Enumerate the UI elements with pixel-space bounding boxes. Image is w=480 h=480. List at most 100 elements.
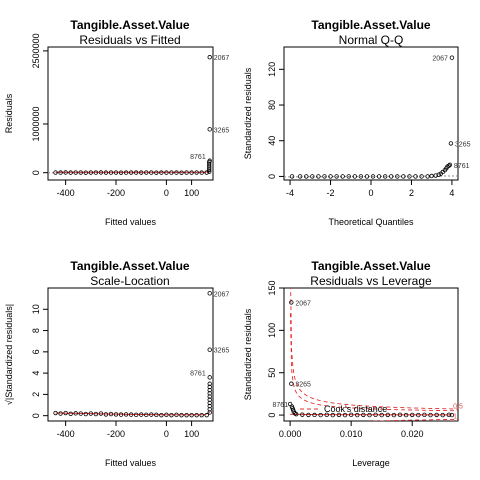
y-tick-label: 8 xyxy=(31,328,41,333)
y-axis-label: Standardized residuals xyxy=(243,67,253,159)
outlier-label: 8761 xyxy=(190,154,206,161)
plot-frame xyxy=(283,46,459,181)
data-point xyxy=(401,174,406,179)
data-point xyxy=(422,412,427,418)
data-point xyxy=(434,412,439,418)
data-point xyxy=(194,412,199,418)
data-point xyxy=(207,400,212,406)
data-point xyxy=(83,170,88,175)
panel-subtitle: Residuals vs Fitted xyxy=(79,33,180,47)
panel-title: Tangible.Asset.Value xyxy=(311,18,430,32)
y-axis-label: √|Standardized residuals| xyxy=(4,304,14,405)
x-tick-label: 0 xyxy=(368,188,373,198)
data-point xyxy=(133,170,139,175)
data-point xyxy=(340,174,345,179)
data-point xyxy=(207,387,212,393)
data-point xyxy=(133,412,139,418)
x-axis-label: Theoretical Quantiles xyxy=(328,217,414,227)
data-point xyxy=(207,127,212,132)
data-point xyxy=(98,170,104,175)
data-point xyxy=(118,412,124,417)
data-point xyxy=(207,55,212,60)
data-point xyxy=(297,174,303,179)
data-point xyxy=(194,170,199,175)
data-point xyxy=(336,412,342,418)
outlier-label: 2067 xyxy=(295,300,311,307)
data-point xyxy=(164,412,169,418)
data-point xyxy=(118,170,124,175)
data-point xyxy=(199,170,204,175)
y-tick-label: 40 xyxy=(267,136,277,146)
data-point xyxy=(159,412,164,418)
data-point xyxy=(169,170,174,175)
outlier-label: 8761 xyxy=(454,163,470,170)
data-point xyxy=(139,170,144,175)
y-axis-label: Standardized residuals xyxy=(243,308,253,400)
data-point xyxy=(113,170,119,175)
y-axis-label: Residuals xyxy=(4,93,14,133)
data-point xyxy=(103,412,109,417)
data-point xyxy=(207,403,212,409)
data-point xyxy=(382,174,388,179)
plot-area xyxy=(48,55,213,175)
data-point xyxy=(312,412,317,418)
cooks-distance-contour xyxy=(290,288,458,410)
y-tick-label: 80 xyxy=(267,100,277,110)
data-point xyxy=(184,170,189,175)
data-point xyxy=(348,412,354,418)
data-point xyxy=(108,170,114,175)
cooks-distance-contour xyxy=(441,420,458,421)
data-point xyxy=(446,412,452,418)
data-point xyxy=(63,410,68,416)
panel-subtitle: Normal Q-Q xyxy=(339,33,404,47)
data-point xyxy=(447,162,453,168)
qq-reference-line xyxy=(284,175,458,178)
data-point xyxy=(184,412,189,418)
data-point xyxy=(391,412,397,418)
data-point xyxy=(449,412,455,418)
data-point xyxy=(113,412,119,417)
x-tick-label: -4 xyxy=(286,188,294,198)
data-point xyxy=(144,412,149,418)
data-point xyxy=(128,412,134,417)
x-axis-label: Leverage xyxy=(352,458,390,468)
data-point xyxy=(446,163,452,168)
panel-subtitle: Residuals vs Leverage xyxy=(310,274,432,288)
data-point xyxy=(207,394,212,399)
x-tick-label: 100 xyxy=(184,188,199,198)
cooks-distance-contour xyxy=(366,418,458,421)
plot-frame xyxy=(283,287,459,422)
data-point xyxy=(179,412,184,418)
outlier-label: 2067 xyxy=(432,56,448,63)
data-point xyxy=(207,291,212,296)
data-point xyxy=(93,411,99,417)
x-tick-label: -200 xyxy=(107,429,125,439)
x-tick-label: -400 xyxy=(57,188,75,198)
x-tick-label: -400 xyxy=(57,429,75,439)
cooks-contour-label: 0.5 xyxy=(453,403,463,410)
data-point xyxy=(93,170,99,175)
data-point xyxy=(63,170,68,175)
outlier-label: 3265 xyxy=(455,141,471,148)
outlier-label: 2067 xyxy=(214,55,230,62)
data-point xyxy=(53,410,58,416)
data-point xyxy=(207,347,212,352)
data-point xyxy=(448,141,454,146)
data-point xyxy=(68,411,73,416)
legend-label: Cook's distance xyxy=(324,404,387,414)
data-point xyxy=(416,412,421,418)
data-point xyxy=(385,412,390,418)
data-point xyxy=(379,412,384,418)
data-point xyxy=(207,158,212,163)
data-point xyxy=(207,381,212,386)
plot-area xyxy=(287,288,458,421)
data-point xyxy=(330,412,336,418)
x-tick-label: 4 xyxy=(449,188,454,198)
plot-frame xyxy=(47,46,214,181)
x-axis-label: Fitted values xyxy=(105,217,157,227)
data-point xyxy=(425,174,430,179)
data-point xyxy=(154,170,159,175)
data-point xyxy=(346,174,351,179)
